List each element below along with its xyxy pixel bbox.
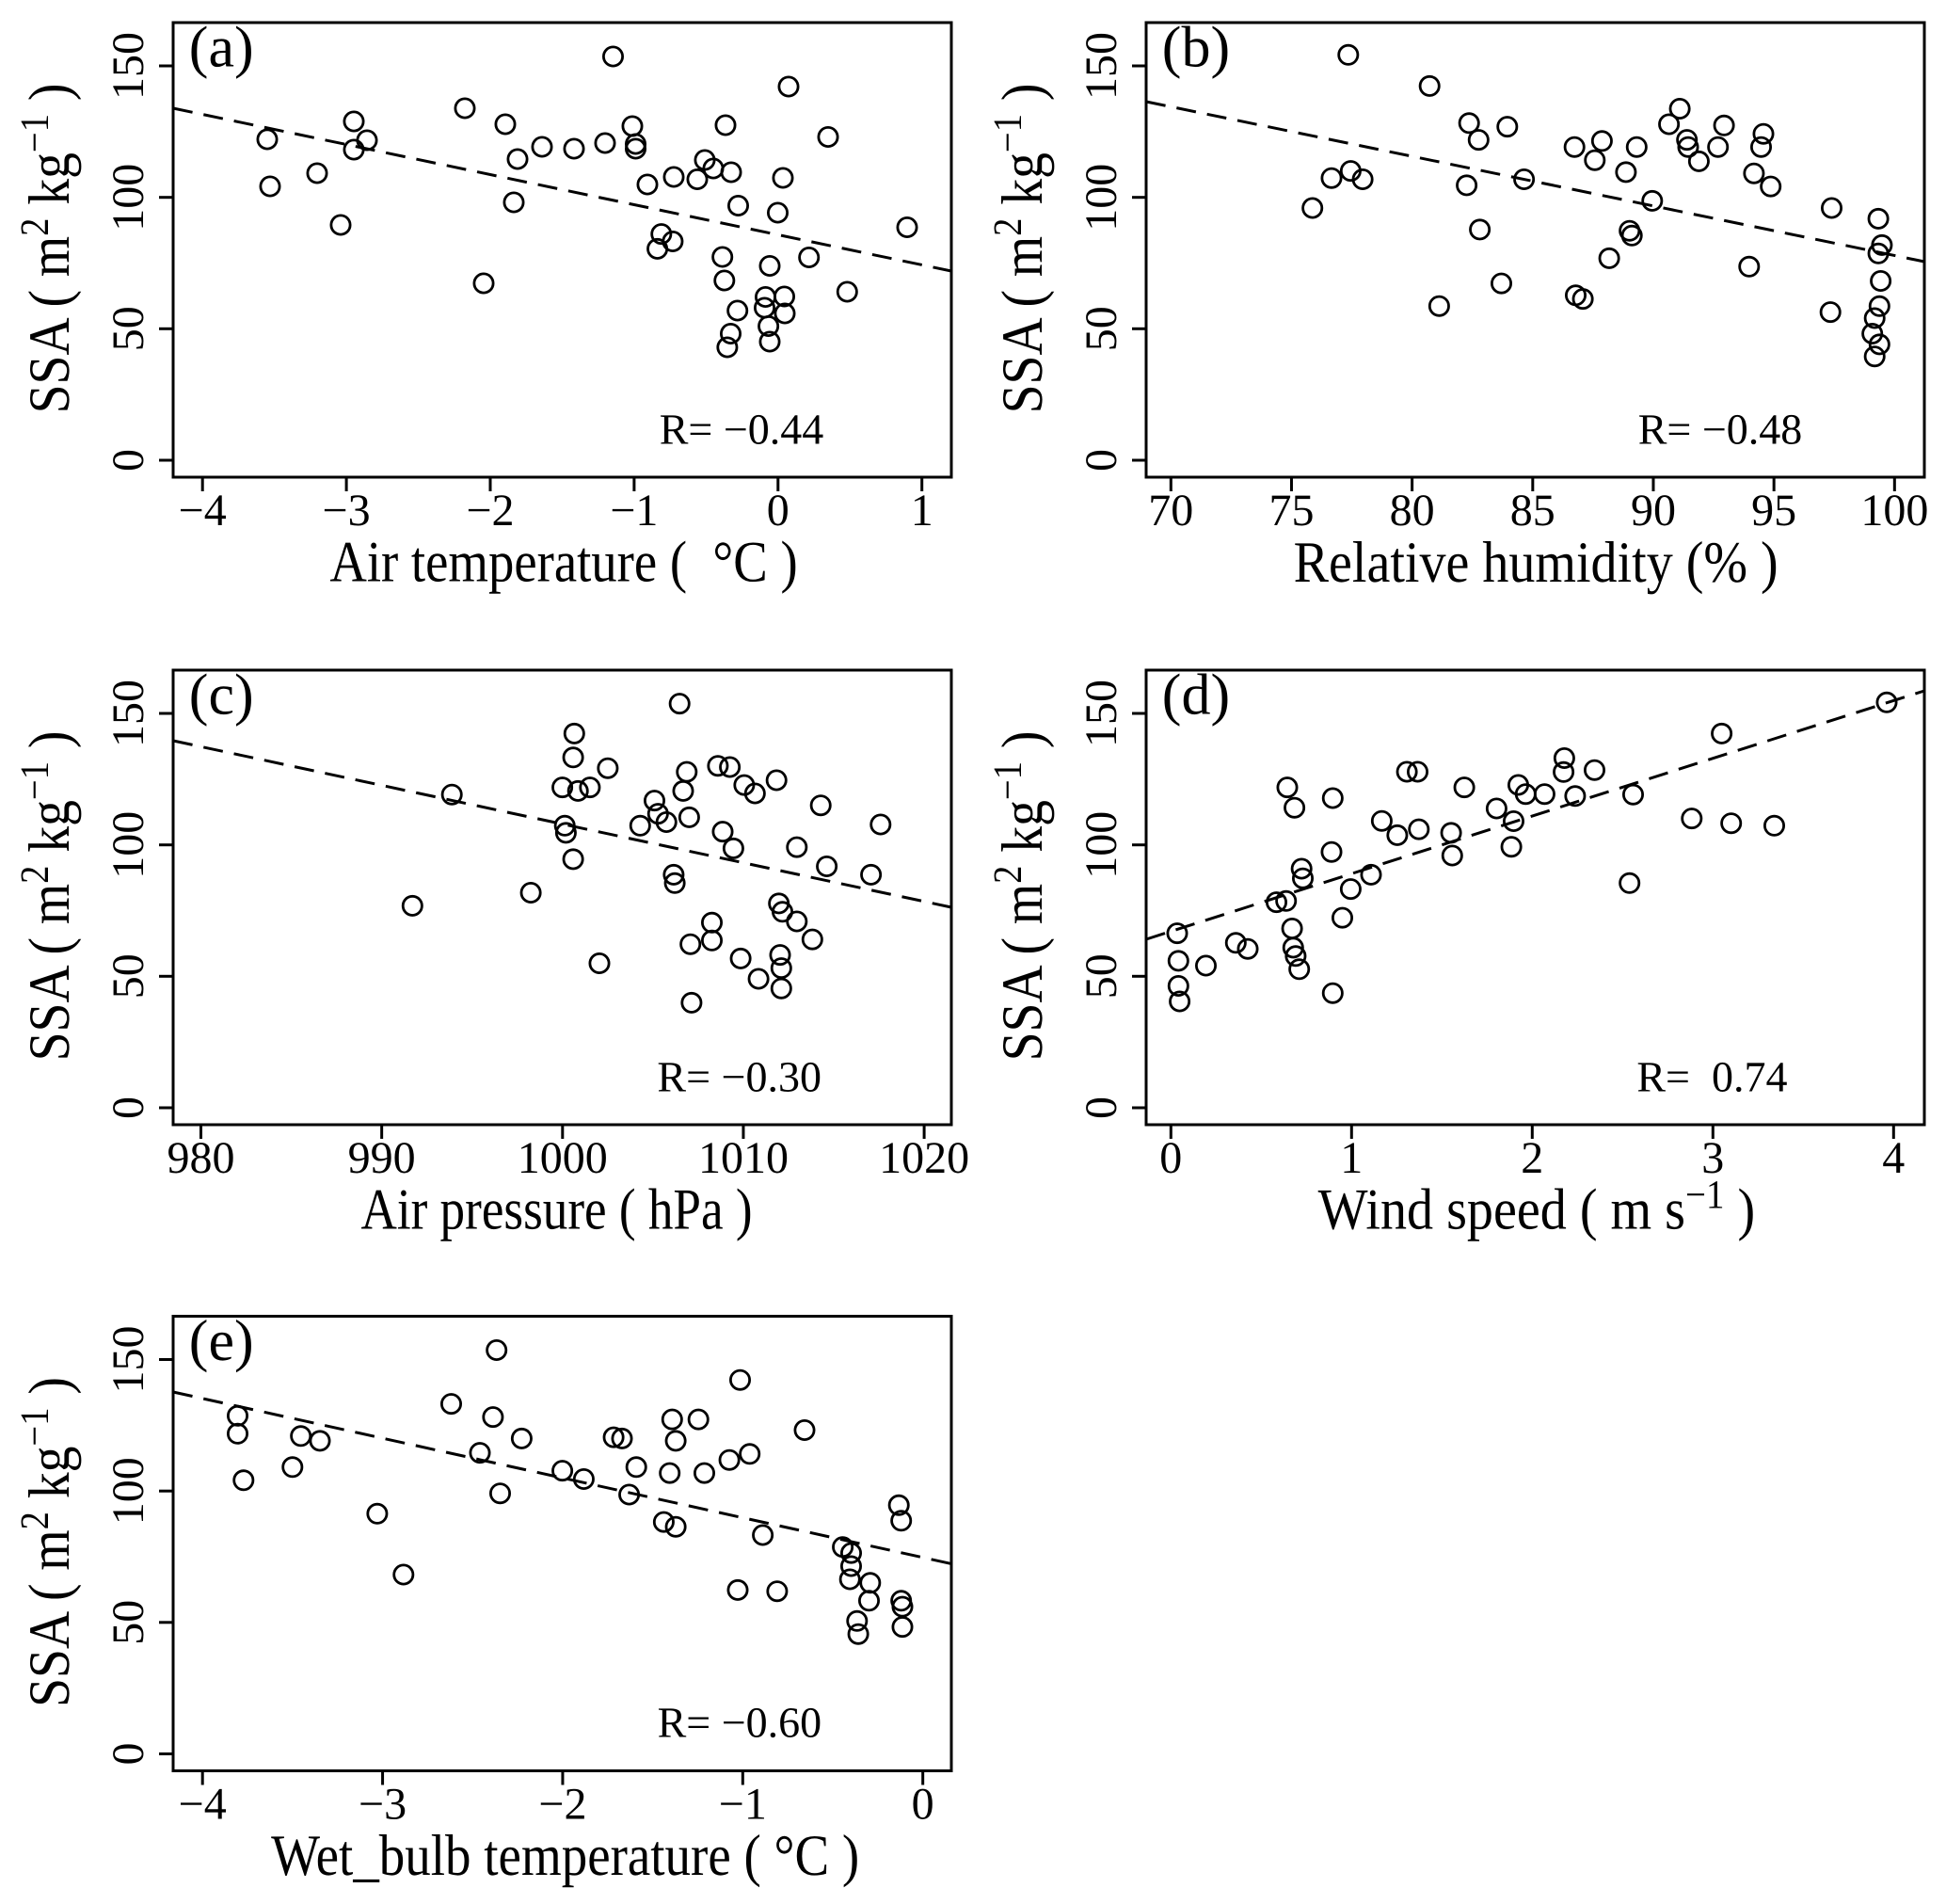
svg-text:75: 75: [1268, 486, 1314, 536]
svg-text:−1: −1: [610, 486, 658, 536]
svg-text:0: 0: [104, 449, 153, 472]
svg-text:1010: 1010: [698, 1133, 789, 1183]
svg-text:50: 50: [104, 953, 153, 999]
svg-text:80: 80: [1390, 486, 1435, 536]
svg-text:100: 100: [1077, 164, 1126, 232]
svg-text:SSA ( m2 kg−1 ): SSA ( m2 kg−1 ): [13, 731, 82, 1062]
svg-text:100: 100: [104, 811, 153, 879]
svg-text:0: 0: [1077, 1096, 1126, 1119]
svg-text:−4: −4: [179, 1780, 227, 1830]
svg-text:70: 70: [1148, 486, 1193, 536]
svg-text:50: 50: [1077, 306, 1126, 351]
svg-text:0: 0: [104, 1743, 153, 1766]
svg-text:50: 50: [104, 306, 153, 351]
svg-text:Wet_bulb temperature ( °C ): Wet_bulb temperature ( °C ): [271, 1824, 859, 1888]
svg-text:(c): (c): [189, 663, 254, 727]
svg-text:1000: 1000: [518, 1133, 608, 1183]
svg-text:(e): (e): [189, 1309, 254, 1373]
svg-text:2: 2: [1521, 1133, 1543, 1183]
svg-text:R= −0.44: R= −0.44: [660, 406, 824, 454]
svg-text:50: 50: [104, 1600, 153, 1645]
svg-text:0: 0: [104, 1096, 153, 1119]
svg-text:990: 990: [348, 1133, 416, 1183]
svg-text:−2: −2: [466, 486, 514, 536]
svg-text:R= 0.74: R= 0.74: [1636, 1053, 1787, 1101]
svg-text:Air temperature ( °C ): Air temperature ( °C ): [329, 531, 797, 595]
svg-text:−2: −2: [538, 1780, 586, 1830]
svg-text:(b): (b): [1162, 15, 1230, 79]
svg-text:150: 150: [104, 32, 153, 100]
svg-text:(d): (d): [1162, 663, 1230, 727]
svg-text:100: 100: [104, 1457, 153, 1525]
svg-text:100: 100: [1077, 811, 1126, 879]
svg-text:150: 150: [1077, 680, 1126, 747]
svg-text:150: 150: [104, 680, 153, 747]
svg-text:4: 4: [1882, 1133, 1905, 1183]
svg-text:1020: 1020: [879, 1133, 969, 1183]
svg-text:3: 3: [1701, 1133, 1724, 1183]
svg-text:100: 100: [104, 164, 153, 232]
svg-text:SSA ( m2 kg−1 ): SSA ( m2 kg−1 ): [13, 84, 82, 414]
svg-text:(a): (a): [189, 15, 254, 79]
svg-text:1: 1: [911, 486, 933, 536]
svg-text:−3: −3: [359, 1780, 407, 1830]
svg-text:−3: −3: [323, 486, 371, 536]
svg-text:100: 100: [1860, 486, 1928, 536]
svg-text:95: 95: [1751, 486, 1796, 536]
svg-text:150: 150: [104, 1326, 153, 1394]
svg-text:R= −0.30: R= −0.30: [657, 1053, 821, 1101]
svg-text:SSA ( m2 kg−1 ): SSA ( m2 kg−1 ): [986, 84, 1055, 414]
svg-text:90: 90: [1631, 486, 1676, 536]
svg-text:Wind speed ( m s−1 ): Wind speed ( m s−1 ): [1318, 1174, 1755, 1242]
svg-text:0: 0: [767, 486, 790, 536]
svg-text:−4: −4: [179, 486, 227, 536]
svg-text:0: 0: [1159, 1133, 1182, 1183]
svg-text:SSA ( m2 kg−1 ): SSA ( m2 kg−1 ): [13, 1377, 82, 1707]
svg-text:Air pressure ( hPa ): Air pressure ( hPa ): [360, 1178, 752, 1242]
svg-text:50: 50: [1077, 953, 1126, 999]
svg-text:−1: −1: [719, 1780, 767, 1830]
svg-text:0: 0: [912, 1780, 934, 1830]
svg-text:R= −0.48: R= −0.48: [1638, 406, 1803, 454]
svg-text:0: 0: [1077, 449, 1126, 472]
svg-text:150: 150: [1077, 32, 1126, 100]
svg-text:Relative humidity (% ): Relative humidity (% ): [1294, 531, 1779, 595]
svg-text:1: 1: [1340, 1133, 1363, 1183]
svg-text:R= −0.60: R= −0.60: [658, 1698, 822, 1746]
svg-text:85: 85: [1510, 486, 1555, 536]
svg-text:980: 980: [167, 1133, 235, 1183]
